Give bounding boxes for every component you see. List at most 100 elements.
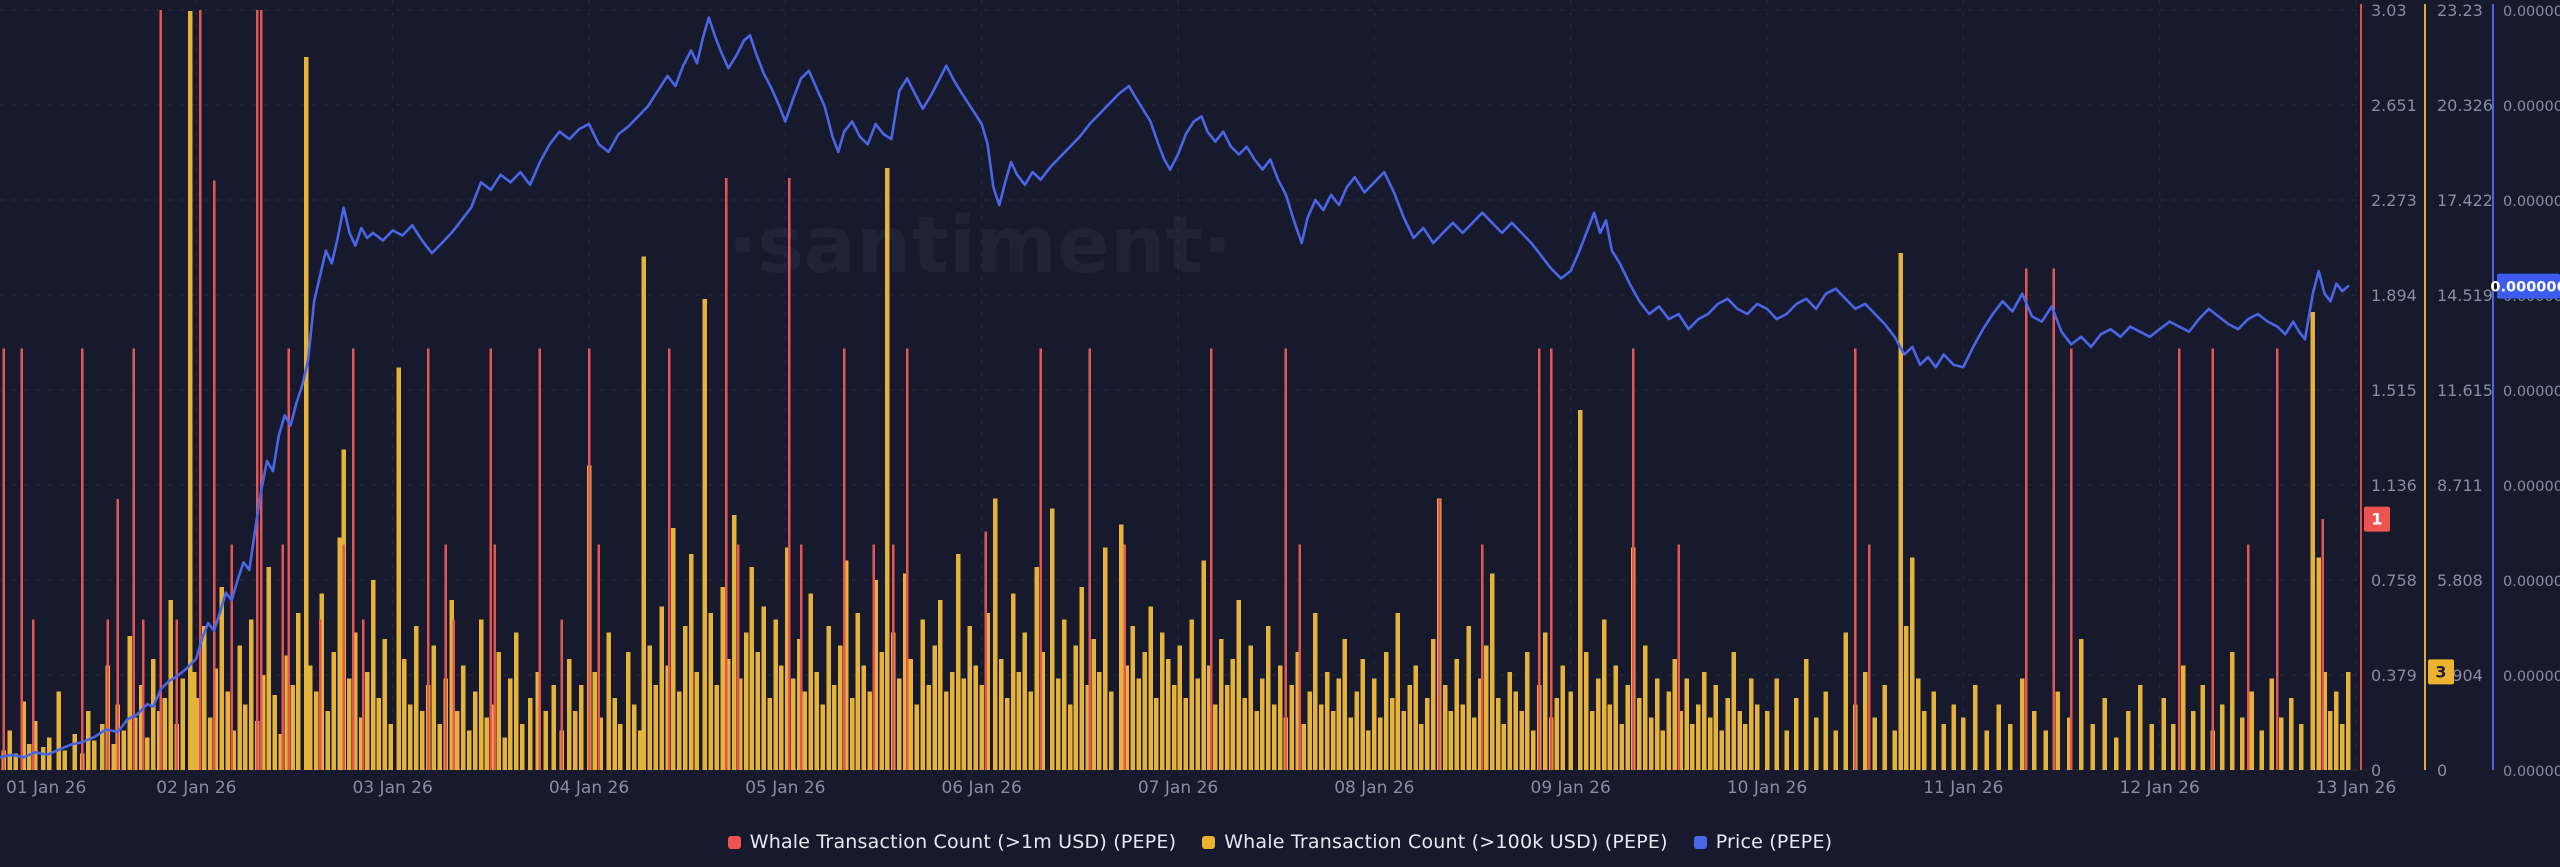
whale-100k-bar[interactable] xyxy=(849,698,855,770)
whale-100k-bar[interactable] xyxy=(1489,573,1495,770)
whale-100k-bar[interactable] xyxy=(955,554,961,770)
whale-100k-bar[interactable] xyxy=(1354,691,1359,771)
whale-100k-bar[interactable] xyxy=(2334,691,2339,771)
whale-100k-bar[interactable] xyxy=(2020,678,2025,770)
whale-100k-bar[interactable] xyxy=(908,658,914,770)
whale-100k-bar[interactable] xyxy=(1823,691,1829,771)
whale-100k-bar[interactable] xyxy=(1431,639,1436,770)
whale-100k-bar[interactable] xyxy=(1743,724,1748,770)
whale-100k-bar[interactable] xyxy=(290,684,295,770)
whale-1m-bar[interactable] xyxy=(287,348,290,770)
whale-100k-bar[interactable] xyxy=(796,639,802,770)
whale-1m-bar[interactable] xyxy=(1549,348,1553,770)
whale-100k-bar[interactable] xyxy=(641,256,647,770)
whale-100k-bar[interactable] xyxy=(1079,586,1085,770)
whale-100k-bar[interactable] xyxy=(2230,652,2235,770)
whale-1m-bar[interactable] xyxy=(1039,348,1042,770)
whale-100k-bar[interactable] xyxy=(1148,606,1153,770)
whale-1m-bar[interactable] xyxy=(2070,348,2073,770)
whale-100k-bar[interactable] xyxy=(826,626,831,770)
whale-100k-bar[interactable] xyxy=(2161,698,2166,770)
whale-100k-bar[interactable] xyxy=(1892,730,1897,770)
whale-100k-bar[interactable] xyxy=(1224,684,1230,770)
whale-100k-bar[interactable] xyxy=(2114,737,2119,770)
whale-100k-bar[interactable] xyxy=(1016,671,1022,770)
whale-100k-bar[interactable] xyxy=(1109,691,1114,771)
whale-100k-bar[interactable] xyxy=(1996,704,2001,770)
whale-100k-bar[interactable] xyxy=(1454,658,1460,770)
whale-100k-bar[interactable] xyxy=(2078,639,2084,770)
whale-100k-bar[interactable] xyxy=(192,671,197,770)
whale-100k-bar[interactable] xyxy=(278,734,284,770)
whale-1m-bar[interactable] xyxy=(2321,519,2324,770)
whale-100k-bar[interactable] xyxy=(653,684,659,770)
whale-100k-bar[interactable] xyxy=(1501,724,1507,770)
whale-100k-bar[interactable] xyxy=(331,652,337,770)
whale-1m-bar[interactable] xyxy=(2024,268,2028,770)
whale-100k-bar[interactable] xyxy=(1028,691,1034,771)
whale-1m-bar[interactable] xyxy=(538,348,542,770)
whale-100k-bar[interactable] xyxy=(1248,645,1253,770)
whale-1m-bar[interactable] xyxy=(444,544,447,770)
whale-100k-bar[interactable] xyxy=(1319,704,1324,770)
whale-100k-bar[interactable] xyxy=(207,717,213,770)
whale-100k-bar[interactable] xyxy=(1484,645,1489,770)
whale-100k-bar[interactable] xyxy=(180,678,185,770)
whale-100k-bar[interactable] xyxy=(1348,717,1354,770)
whale-100k-bar[interactable] xyxy=(1554,698,1560,770)
whale-100k-bar[interactable] xyxy=(150,658,156,770)
whale-100k-bar[interactable] xyxy=(1207,665,1212,770)
whale-100k-bar[interactable] xyxy=(13,753,19,770)
whale-100k-bar[interactable] xyxy=(2220,704,2225,770)
whale-100k-bar[interactable] xyxy=(1519,711,1524,770)
whale-1m-bar[interactable] xyxy=(142,619,145,771)
whale-100k-bar[interactable] xyxy=(243,704,248,770)
whale-100k-bar[interactable] xyxy=(2340,724,2345,770)
whale-100k-bar[interactable] xyxy=(1236,599,1242,770)
whale-1m-bar[interactable] xyxy=(116,499,120,770)
whale-100k-bar[interactable] xyxy=(665,665,670,770)
whale-1m-bar[interactable] xyxy=(668,348,671,770)
whale-100k-bar[interactable] xyxy=(592,671,598,770)
whale-100k-bar[interactable] xyxy=(1560,665,1566,770)
whale-100k-bar[interactable] xyxy=(961,678,967,770)
whale-100k-bar[interactable] xyxy=(1342,639,1348,770)
whale-100k-bar[interactable] xyxy=(520,724,525,770)
whale-100k-bar[interactable] xyxy=(920,619,926,771)
whale-100k-bar[interactable] xyxy=(1378,717,1383,770)
whale-100k-bar[interactable] xyxy=(1672,658,1678,770)
whale-100k-bar[interactable] xyxy=(156,711,162,770)
whale-100k-bar[interactable] xyxy=(2328,711,2333,770)
whale-100k-bar[interactable] xyxy=(1010,593,1016,770)
whale-1m-bar[interactable] xyxy=(1867,544,1871,770)
whale-100k-bar[interactable] xyxy=(408,704,413,770)
whale-100k-bar[interactable] xyxy=(979,684,984,770)
whale-100k-bar[interactable] xyxy=(402,658,407,770)
whale-100k-bar[interactable] xyxy=(431,645,437,770)
whale-100k-bar[interactable] xyxy=(1862,671,1868,770)
whale-100k-bar[interactable] xyxy=(72,734,77,770)
whale-100k-bar[interactable] xyxy=(325,711,331,770)
whale-100k-bar[interactable] xyxy=(484,717,490,770)
whale-100k-bar[interactable] xyxy=(1904,626,1909,770)
whale-100k-bar[interactable] xyxy=(1931,691,1937,771)
whale-100k-bar[interactable] xyxy=(370,580,376,770)
whale-1m-bar[interactable] xyxy=(362,619,365,771)
whale-100k-bar[interactable] xyxy=(1395,613,1401,770)
whale-100k-bar[interactable] xyxy=(1843,632,1848,770)
whale-100k-bar[interactable] xyxy=(1613,665,1619,770)
whale-100k-bar[interactable] xyxy=(213,668,219,770)
whale-1m-bar[interactable] xyxy=(892,544,895,770)
whale-100k-bar[interactable] xyxy=(1277,665,1283,770)
whale-100k-bar[interactable] xyxy=(1154,698,1159,770)
whale-100k-bar[interactable] xyxy=(683,626,688,770)
whale-100k-bar[interactable] xyxy=(508,678,513,770)
whale-100k-bar[interactable] xyxy=(1040,652,1045,770)
whale-100k-bar[interactable] xyxy=(567,658,572,770)
whale-100k-bar[interactable] xyxy=(1295,652,1301,770)
whale-100k-bar[interactable] xyxy=(1383,652,1389,770)
whale-100k-bar[interactable] xyxy=(2316,557,2321,770)
whale-100k-bar[interactable] xyxy=(671,527,676,770)
whale-100k-bar[interactable] xyxy=(1833,730,1839,770)
whale-100k-bar[interactable] xyxy=(578,684,584,770)
